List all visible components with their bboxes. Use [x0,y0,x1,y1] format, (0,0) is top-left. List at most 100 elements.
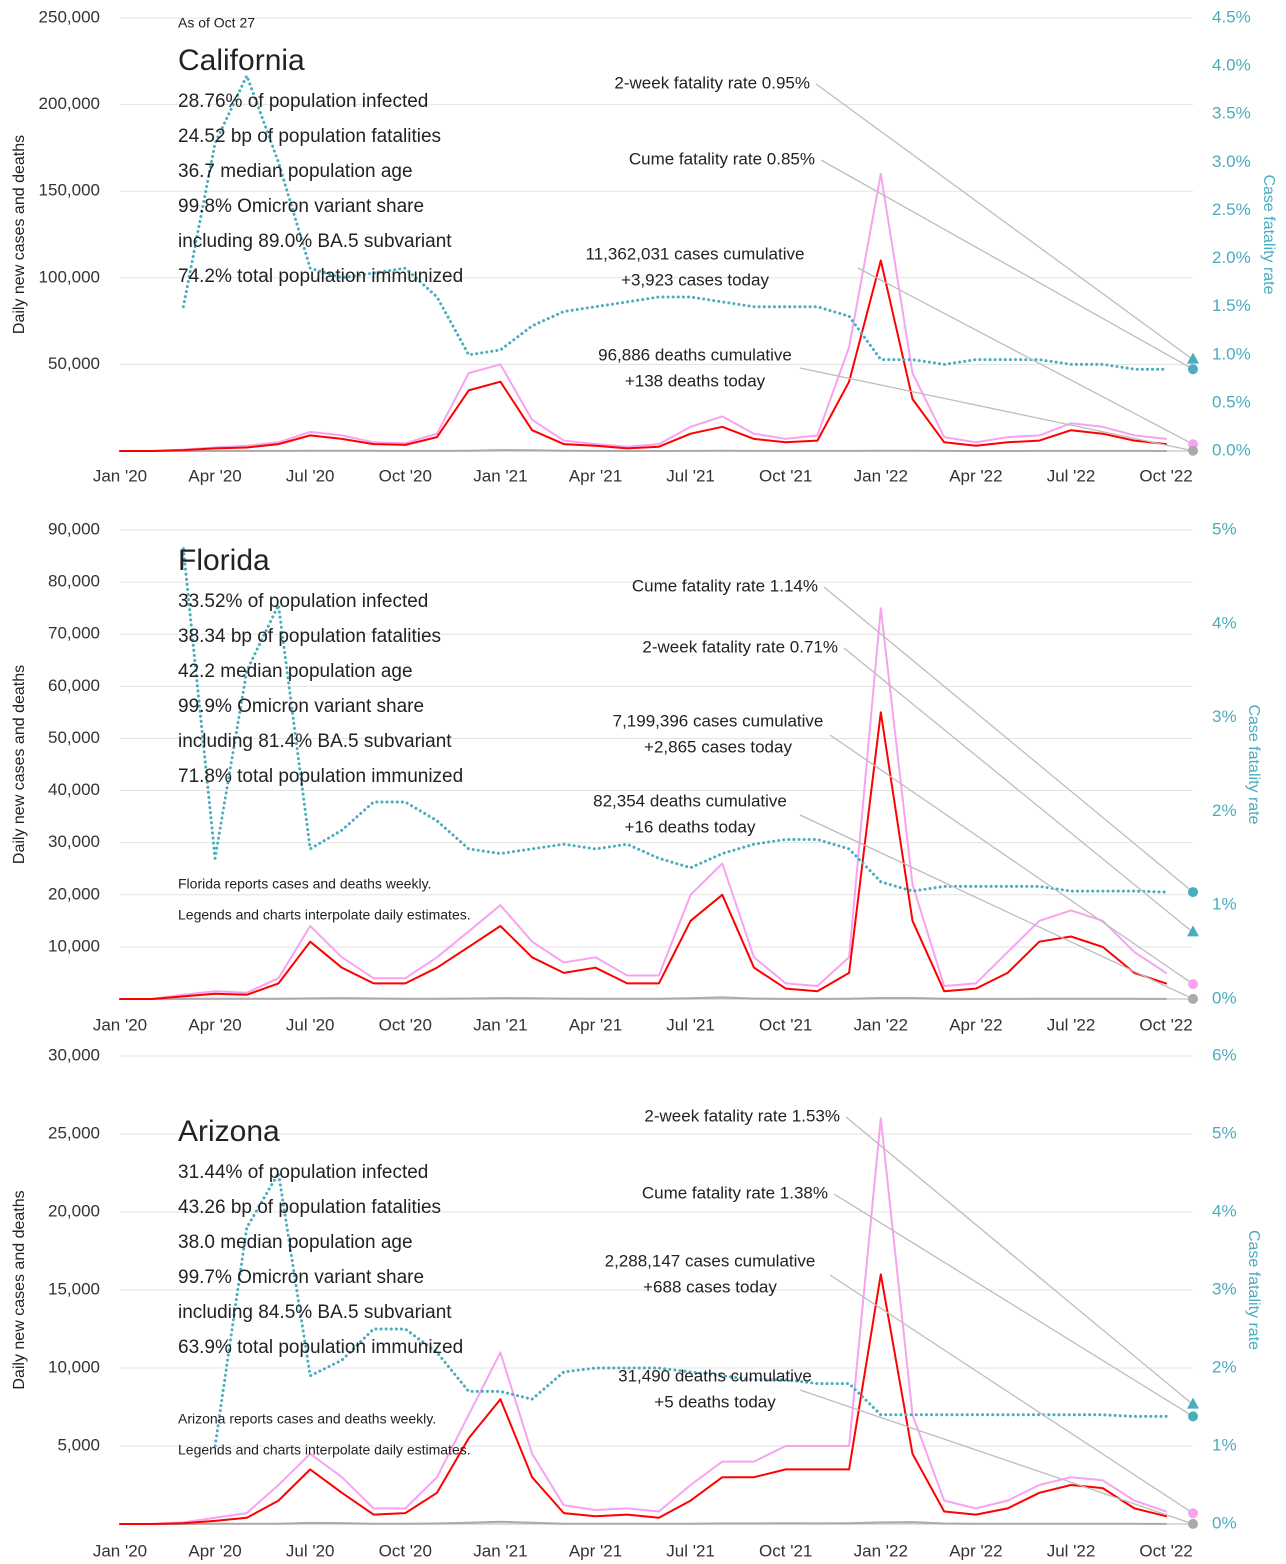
end-marker [1188,979,1198,990]
leader-line [799,814,1194,1000]
data-line [119,259,1168,452]
stat-line: 38.34 bp of population fatalities [178,626,441,647]
y-tick-label: 15,000 [48,1279,100,1298]
leader-line [845,1116,1194,1406]
x-tick-label: Jul '22 [1047,466,1096,485]
annotation: 31,490 deaths cumulative [618,1366,812,1385]
x-tick-label: Jan '21 [473,466,527,485]
x-tick-label: Jul '22 [1047,1541,1096,1560]
y-tick-label: 30,000 [48,832,100,851]
x-tick-label: Jan '20 [93,1541,147,1560]
stat-line: 74.2% total population immunized [178,266,463,287]
y2-tick-label: 2.5% [1212,200,1251,219]
leader-line [829,734,1194,985]
annotation: 96,886 deaths cumulative [598,345,792,364]
stat-line: 38.0 median population age [178,1232,413,1253]
y2-tick-label: 1.5% [1212,296,1251,315]
fatality-rate-line [181,547,1168,894]
stat-line: 99.8% Omicron variant share [178,196,424,217]
y2-tick-label: 1% [1212,1435,1237,1454]
y-tick-label: 70,000 [48,624,100,643]
y-tick-label: 20,000 [48,1201,100,1220]
x-tick-label: Apr '21 [569,1015,622,1034]
y2-tick-label: 4.5% [1212,7,1251,26]
x-tick-label: Apr '21 [569,466,622,485]
y2-tick-label: 4.0% [1212,56,1251,75]
x-tick-label: Apr '22 [949,1541,1002,1560]
y2-axis-label: Case fatality rate [1245,704,1262,824]
data-line [119,711,1168,1000]
note: Arizona reports cases and deaths weekly. [178,1411,436,1427]
data-line [119,996,1168,1000]
annotation: +5 deaths today [654,1392,776,1411]
y-tick-label: 50,000 [48,728,100,747]
y-tick-label: 90,000 [48,519,100,538]
fatality-rate-line [181,74,1168,371]
stat-line: 36.7 median population age [178,161,413,182]
note: Legends and charts interpolate daily est… [178,907,471,923]
stat-line: 28.76% of population infected [178,91,428,112]
note: Florida reports cases and deaths weekly. [178,876,431,892]
y-tick-label: 40,000 [48,780,100,799]
leader-line [829,1274,1194,1514]
stat-line: 24.52 bp of population fatalities [178,126,441,147]
y-tick-label: 10,000 [48,936,100,955]
y-axis-label: Daily new cases and deaths [11,1190,28,1389]
x-tick-label: Oct '21 [759,1541,812,1560]
x-tick-label: Oct '20 [379,466,432,485]
y2-tick-label: 2.0% [1212,248,1251,267]
x-tick-label: Jan '22 [854,466,908,485]
x-tick-label: Oct '21 [759,466,812,485]
leader-line [799,367,1194,452]
y-tick-label: 80,000 [48,572,100,591]
x-tick-label: Oct '22 [1139,1541,1192,1560]
y2-tick-label: 6% [1212,1045,1237,1064]
y2-axis-label: Case fatality rate [1260,174,1277,294]
end-marker [1188,1411,1198,1422]
state-title: California [178,44,305,77]
y-axis-label: Daily new cases and deaths [11,665,28,864]
annotation: Cume fatality rate 0.85% [629,149,815,168]
leader-line [843,647,1194,933]
data-line [119,1273,1168,1525]
data-line [119,449,1168,452]
as-of: As of Oct 27 [178,15,255,31]
data-line [119,172,1168,452]
y2-tick-label: 0% [1212,1513,1237,1532]
leader-line [833,1193,1194,1417]
y2-tick-label: 5% [1212,1123,1237,1142]
end-marker [1187,352,1199,364]
annotation: 11,362,031 cases cumulative [586,244,805,263]
annotation: +138 deaths today [625,371,766,390]
end-marker [1187,925,1199,937]
stat-line: 99.7% Omicron variant share [178,1267,424,1288]
y2-tick-label: 0% [1212,988,1237,1007]
y-tick-label: 20,000 [48,884,100,903]
x-tick-label: Jul '21 [666,1541,715,1560]
x-tick-label: Jan '22 [854,1015,908,1034]
y2-tick-label: 1% [1212,895,1237,914]
x-tick-label: Oct '21 [759,1015,812,1034]
x-tick-label: Apr '22 [949,466,1002,485]
x-tick-label: Oct '20 [379,1015,432,1034]
x-tick-label: Apr '20 [188,1015,241,1034]
y2-tick-label: 3.5% [1212,104,1251,123]
leader-line [815,83,1194,361]
annotation: 82,354 deaths cumulative [593,791,787,810]
annotation: 2-week fatality rate 0.95% [614,73,810,92]
x-tick-label: Oct '22 [1139,1015,1192,1034]
y2-tick-label: 3.0% [1212,152,1251,171]
leader-line [820,159,1194,370]
x-tick-label: Jul '20 [286,1541,335,1560]
y-tick-label: 50,000 [48,354,100,373]
annotation: +2,865 cases today [644,737,792,756]
data-line [119,1520,1168,1525]
x-tick-label: Jan '20 [93,466,147,485]
y2-tick-label: 0.0% [1212,440,1251,459]
end-marker [1188,1518,1198,1529]
end-marker [1188,1508,1198,1519]
x-tick-label: Jul '21 [666,466,715,485]
data-line [119,607,1168,1000]
annotation: 7,199,396 cases cumulative [613,711,824,730]
